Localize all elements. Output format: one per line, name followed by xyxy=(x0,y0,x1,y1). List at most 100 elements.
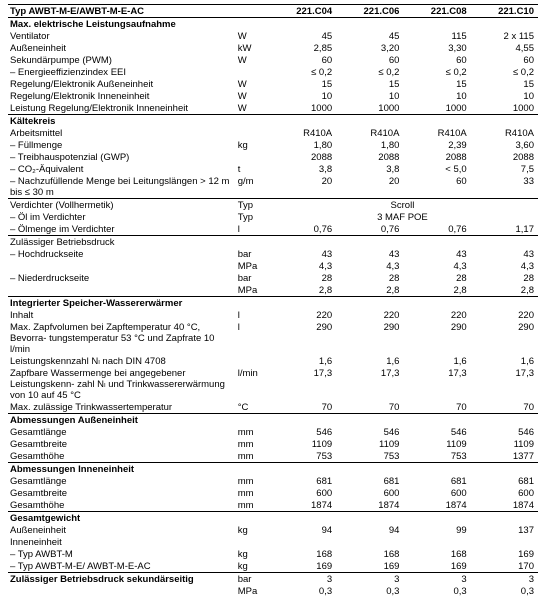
row-unit: kW xyxy=(236,42,269,54)
cell-empty xyxy=(269,414,336,427)
header-col: 221.C06 xyxy=(336,5,403,18)
cell-empty xyxy=(269,512,336,525)
section-title: Kältekreis xyxy=(8,115,236,128)
cell-value: 1000 xyxy=(336,102,403,115)
cell-value: 43 xyxy=(336,248,403,260)
section-unit xyxy=(236,463,269,476)
cell-value: 753 xyxy=(336,450,403,463)
cell-value: 1109 xyxy=(403,438,470,450)
cell-value: 28 xyxy=(336,272,403,284)
cell-empty xyxy=(471,115,538,128)
cell-value: ≤ 0,2 xyxy=(403,66,470,78)
row-label: – Ölmenge im Verdichter xyxy=(8,223,236,236)
cell-value: 70 xyxy=(403,401,470,414)
cell-value: 0,3 xyxy=(269,585,336,597)
cell-value: 1109 xyxy=(336,438,403,450)
row-label: Leistungskennzahl Nₗ nach DIN 4708 xyxy=(8,355,236,367)
row-unit xyxy=(236,236,269,249)
cell-value: 290 xyxy=(269,321,336,355)
row-unit xyxy=(236,66,269,78)
cell-value: 600 xyxy=(403,487,470,499)
row-label: Max. Zapfvolumen bei Zapftemperatur 40 °… xyxy=(8,321,236,355)
cell-value: 0,3 xyxy=(336,585,403,597)
cell-value: 28 xyxy=(269,272,336,284)
cell-value: 4,55 xyxy=(471,42,538,54)
cell-value: 681 xyxy=(269,475,336,487)
cell-value: 1000 xyxy=(471,102,538,115)
cell-value: R410A xyxy=(336,127,403,139)
cell-value: 20 xyxy=(336,175,403,199)
cell-value: 2,8 xyxy=(269,284,336,297)
row-unit: W xyxy=(236,78,269,90)
cell-value: ≤ 0,2 xyxy=(269,66,336,78)
row-label: – Füllmenge xyxy=(8,139,236,151)
cell-value: 70 xyxy=(471,401,538,414)
row-label: – Öl im Verdichter xyxy=(8,211,236,223)
row-unit: W xyxy=(236,30,269,42)
header-col: 221.C08 xyxy=(403,5,470,18)
row-unit: mm xyxy=(236,426,269,438)
cell-value: 20 xyxy=(269,175,336,199)
row-unit xyxy=(236,536,269,548)
cell-value: 1000 xyxy=(403,102,470,115)
cell-value: 220 xyxy=(336,309,403,321)
cell-empty xyxy=(336,512,403,525)
cell-empty xyxy=(471,414,538,427)
cell-value: 99 xyxy=(403,524,470,536)
row-label: – Typ AWBT-M-E/ AWBT-M-E-AC xyxy=(8,560,236,573)
section-title: Abmessungen Außeneinheit xyxy=(8,414,236,427)
row-label: Gesamthöhe xyxy=(8,450,236,463)
row-unit: mm xyxy=(236,499,269,512)
cell-value: 220 xyxy=(471,309,538,321)
cell-value: 681 xyxy=(471,475,538,487)
cell-value: 1,80 xyxy=(336,139,403,151)
cell-empty xyxy=(471,297,538,310)
section-title: Integrierter Speicher-Wassererwärmer xyxy=(8,297,236,310)
row-unit: Typ xyxy=(236,211,269,223)
cell-value: 3,30 xyxy=(403,42,470,54)
row-unit: MPa xyxy=(236,260,269,272)
row-label: Außeneinheit xyxy=(8,524,236,536)
cell-empty xyxy=(336,414,403,427)
cell-value: 753 xyxy=(269,450,336,463)
cell-value: 1874 xyxy=(269,499,336,512)
cell-value: 2088 xyxy=(269,151,336,163)
header-col: 221.C10 xyxy=(471,5,538,18)
spec-table: Typ AWBT-M-E/AWBT-M-E-AC221.C04221.C0622… xyxy=(8,4,538,597)
cell-empty xyxy=(403,297,470,310)
row-unit xyxy=(236,355,269,367)
row-unit xyxy=(236,151,269,163)
cell-value: 1000 xyxy=(269,102,336,115)
row-label: – Nachzufüllende Menge bei Leitungslänge… xyxy=(8,175,236,199)
cell-value: 2,39 xyxy=(403,139,470,151)
cell-value: 45 xyxy=(269,30,336,42)
cell-value: 681 xyxy=(403,475,470,487)
cell-value: 1874 xyxy=(471,499,538,512)
cell-value: 1,6 xyxy=(336,355,403,367)
cell-empty xyxy=(403,414,470,427)
cell-value: 2 x 115 xyxy=(471,30,538,42)
section-unit xyxy=(236,297,269,310)
cell-value: 17,3 xyxy=(403,367,470,401)
cell-value: 2088 xyxy=(336,151,403,163)
cell-value: 17,3 xyxy=(471,367,538,401)
header-unit xyxy=(236,5,269,18)
cell-value: 60 xyxy=(336,54,403,66)
cell-empty xyxy=(471,18,538,31)
cell-value: 15 xyxy=(471,78,538,90)
cell-value: 0,3 xyxy=(471,585,538,597)
cell-value: 43 xyxy=(269,248,336,260)
row-unit: l xyxy=(236,309,269,321)
cell-value: 94 xyxy=(269,524,336,536)
cell-value: 3,20 xyxy=(336,42,403,54)
cell-empty xyxy=(403,18,470,31)
section-unit xyxy=(236,512,269,525)
cell-value: 0,76 xyxy=(269,223,336,236)
cell-value: 2,8 xyxy=(336,284,403,297)
cell-value: 169 xyxy=(336,560,403,573)
cell-value: 137 xyxy=(471,524,538,536)
cell-empty xyxy=(336,463,403,476)
row-label: Leistung Regelung/Elektronik Inneneinhei… xyxy=(8,102,236,115)
row-unit: MPa xyxy=(236,585,269,597)
section-title: Abmessungen Inneneinheit xyxy=(8,463,236,476)
